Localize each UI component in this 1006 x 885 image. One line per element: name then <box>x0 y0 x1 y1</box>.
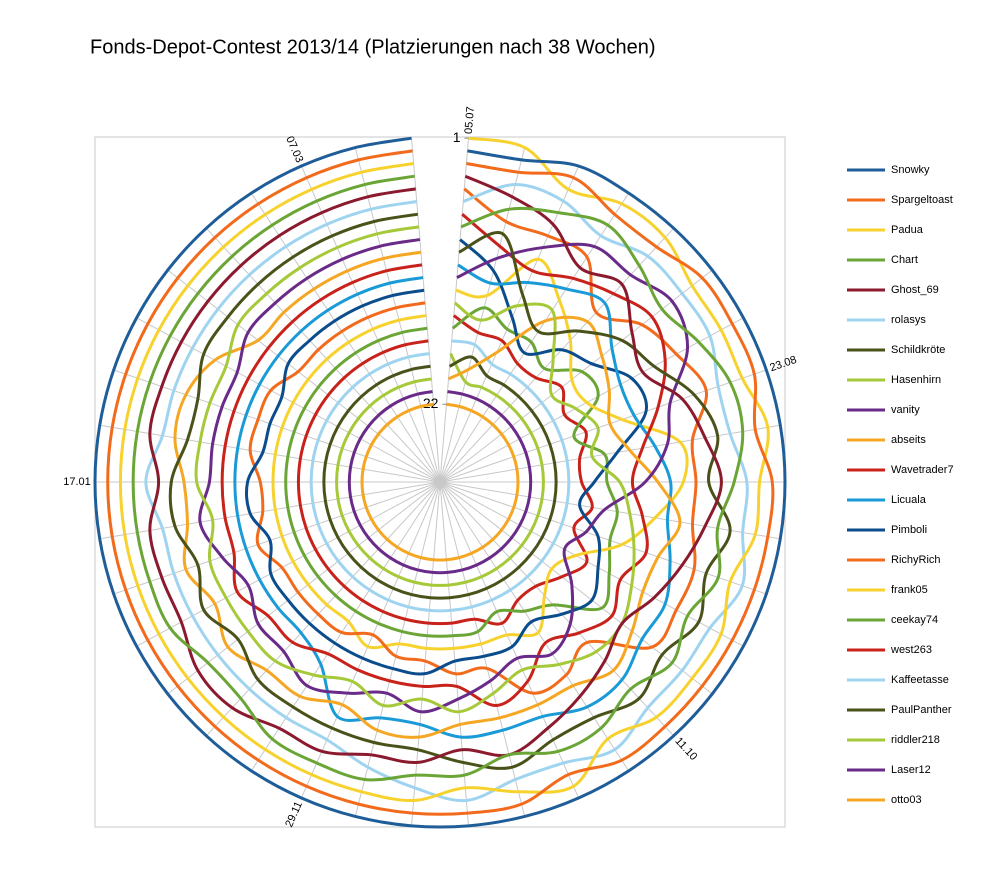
r-tick-label: 22 <box>423 395 439 411</box>
spoke <box>205 481 441 737</box>
category-label: 05.07 <box>463 106 477 134</box>
spoke <box>439 481 675 737</box>
spoke <box>167 269 441 483</box>
series-line <box>347 390 533 575</box>
series-line <box>131 174 745 782</box>
series-line <box>309 339 571 613</box>
legend-label: Laser12 <box>891 764 931 776</box>
legend-label: RichyRich <box>891 554 941 566</box>
series-line <box>244 238 648 676</box>
series-line <box>118 136 770 802</box>
series-line <box>284 306 619 638</box>
series-line <box>360 402 520 562</box>
legend-label: Ghost_69 <box>891 284 939 296</box>
legend-label: frank05 <box>891 584 928 596</box>
spoke <box>439 269 713 483</box>
legend-label: vanity <box>891 404 920 416</box>
legend-label: ceekay74 <box>891 614 938 626</box>
legend-label: Chart <box>891 254 918 266</box>
series-line <box>194 225 636 714</box>
legend-label: rolasys <box>891 314 926 326</box>
series-line <box>248 187 708 695</box>
spoke <box>354 481 441 817</box>
spoke <box>99 481 441 540</box>
spoke <box>300 165 441 483</box>
legend-label: Padua <box>891 224 924 236</box>
spoke <box>439 192 630 483</box>
spoke <box>300 481 441 799</box>
series-line <box>106 149 775 816</box>
spoke <box>439 481 580 799</box>
spoke <box>136 481 441 647</box>
series-line <box>322 355 558 600</box>
spoke <box>250 192 441 483</box>
spoke <box>250 481 441 772</box>
spoke <box>439 227 675 483</box>
series-line <box>198 238 690 714</box>
spoke <box>354 147 441 483</box>
series-line <box>335 352 545 587</box>
legend-label: Schildkröte <box>891 344 945 356</box>
legend-label: west263 <box>890 644 932 656</box>
spoke <box>411 138 441 483</box>
series-line <box>220 213 667 708</box>
category-label: 17.01 <box>63 476 91 488</box>
spoke <box>439 481 526 817</box>
spoke <box>113 369 441 483</box>
legend-label: otto03 <box>891 794 922 806</box>
legend-label: PaulPanther <box>891 704 952 716</box>
spoke <box>439 147 526 483</box>
series-line <box>173 250 682 739</box>
spoke <box>205 227 441 483</box>
spoke <box>439 481 469 826</box>
spoke <box>439 138 469 483</box>
legend-label: riddler218 <box>891 734 940 746</box>
series-line <box>271 257 689 651</box>
spoke <box>439 481 744 647</box>
spoke <box>439 481 767 595</box>
chart-title: Fonds-Depot-Contest 2013/14 (Platzierung… <box>90 36 656 58</box>
spoke <box>439 317 744 483</box>
spoke <box>113 481 441 595</box>
legend-label: Wavetrader7 <box>891 464 954 476</box>
series-line <box>296 314 594 626</box>
legend-label: Snowky <box>891 164 930 176</box>
legend-label: Spargeltoast <box>891 194 953 206</box>
legend-label: Kaffeetasse <box>891 674 949 686</box>
spoke <box>439 481 713 695</box>
spoke <box>439 424 781 483</box>
spoke <box>411 481 441 826</box>
spoke <box>439 165 580 483</box>
series-line <box>144 183 749 803</box>
spoke <box>136 317 441 483</box>
series-line <box>93 136 787 829</box>
r-tick-label: 1 <box>453 129 461 145</box>
series-line <box>168 212 732 770</box>
legend-label: Pimboli <box>891 524 927 536</box>
series-line <box>148 174 723 764</box>
legend-label: abseits <box>891 434 926 446</box>
legend-label: Licuala <box>891 494 927 506</box>
legend-label: Hasenhirn <box>891 374 941 386</box>
spoke <box>99 424 441 483</box>
spoke <box>167 481 441 695</box>
spoke <box>439 481 781 540</box>
spoke <box>439 481 630 772</box>
spoke <box>439 369 767 483</box>
